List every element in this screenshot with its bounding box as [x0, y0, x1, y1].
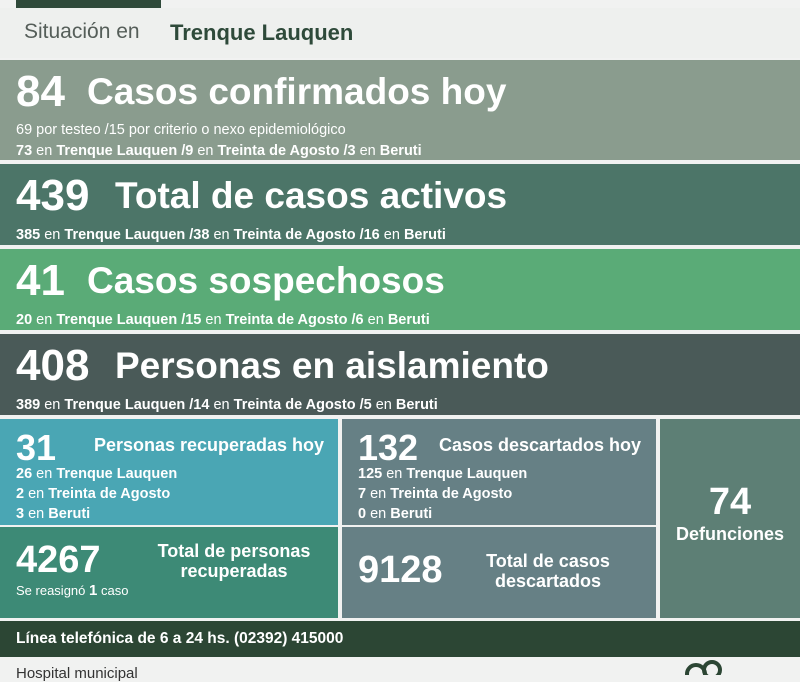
hospital-label: Hospital municipal: [16, 665, 138, 682]
recovered-today-row: 26 en Trenque Lauquen: [16, 466, 178, 482]
discarded-today-row: 7 en Treinta de Agosto: [358, 486, 513, 502]
isolation-title: Personas en aislamiento: [115, 345, 549, 386]
recovered-today-row: 2 en Treinta de Agosto: [16, 486, 171, 502]
recovered-total-number: 4267: [16, 539, 101, 581]
deaths-title: Defunciones: [675, 524, 785, 544]
discarded-today-title: Casos descartados hoy: [438, 435, 642, 455]
recovered-total-title: Total de personas recuperadas: [157, 541, 311, 581]
municipal-logo-icon: [685, 660, 722, 675]
active-number: 439: [16, 171, 90, 220]
discarded-total-number: 9128: [358, 549, 443, 591]
isolation-band: 408 Personas en aislamiento 389 en Trenq…: [0, 334, 800, 415]
discarded-today-cell: 132 Casos descartados hoy 125 en Trenque…: [342, 419, 656, 525]
recovered-today-cell: 31 Personas recuperadas hoy 26 en Trenqu…: [0, 419, 338, 525]
discarded-today-row: 125 en Trenque Lauquen: [358, 466, 528, 482]
confirmed-line-2: 73 en Trenque Lauquen /9 en Treinta de A…: [16, 143, 422, 159]
active-band: 439 Total de casos activos 385 en Trenqu…: [0, 164, 800, 245]
phone-text: Línea telefónica de 6 a 24 hs. (02392) 4…: [16, 630, 344, 647]
deaths-cell: 74 Defunciones: [660, 419, 800, 618]
header-city: Trenque Lauquen: [170, 20, 354, 45]
phone-bar: Línea telefónica de 6 a 24 hs. (02392) 4…: [0, 621, 800, 657]
isolation-number: 408: [16, 341, 90, 390]
suspected-number: 41: [16, 256, 65, 305]
recovered-total-note: Se reasignó 1 caso: [16, 582, 129, 599]
recovered-today-row: 3 en Beruti: [16, 506, 91, 522]
isolation-line: 389 en Trenque Lauquen /14 en Treinta de…: [16, 397, 438, 413]
suspected-title: Casos sospechosos: [87, 260, 445, 301]
recovered-today-title: Personas recuperadas hoy: [93, 435, 325, 455]
suspected-line: 20 en Trenque Lauquen /15 en Treinta de …: [16, 312, 430, 328]
discarded-total-title: Total de casos descartados: [486, 551, 610, 591]
active-line: 385 en Trenque Lauquen /38 en Treinta de…: [16, 227, 446, 243]
confirmed-band: 84 Casos confirmados hoy 69 por testeo /…: [0, 60, 800, 160]
confirmed-line-1: 69 por testeo /15 por criterio o nexo ep…: [16, 122, 346, 138]
header: Situación en Trenque Lauquen: [0, 8, 800, 58]
recovered-total-cell: 4267 Total de personas recuperadas Se re…: [0, 527, 338, 618]
discarded-today-row: 0 en Beruti: [358, 506, 433, 522]
deaths-number: 74: [708, 481, 752, 523]
discarded-today-number: 132: [358, 427, 419, 468]
confirmed-number: 84: [16, 67, 65, 116]
confirmed-title: Casos confirmados hoy: [87, 71, 507, 112]
top-accent-bar: [16, 0, 161, 8]
suspected-band: 41 Casos sospechosos 20 en Trenque Lauqu…: [0, 249, 800, 330]
header-label: Situación en: [24, 20, 140, 43]
recovered-today-number: 31: [16, 427, 57, 468]
discarded-total-cell: 9128 Total de casos descartados: [342, 527, 656, 618]
active-title: Total de casos activos: [115, 175, 508, 216]
